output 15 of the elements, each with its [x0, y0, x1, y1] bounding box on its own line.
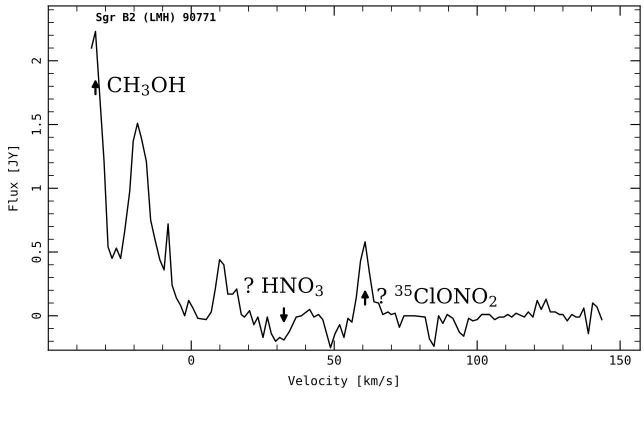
x-tick-label: 50	[328, 355, 341, 365]
x-tick-label: 150	[610, 355, 631, 365]
annotation: CH$_{3}$OH	[108, 76, 185, 96]
text: Sgr B2 (LMH) 90771	[96, 12, 216, 24]
y-tick-label: 2	[32, 58, 41, 64]
x-axis-title: Velocity [km/s]	[288, 376, 398, 388]
y-tick-label: 1.5	[32, 114, 42, 134]
y-tick-label: 1	[32, 185, 41, 191]
x-tick-label: 0	[188, 355, 194, 365]
annotation: ? HNO$_{3}$	[244, 277, 323, 296]
y-tick-label: 0	[32, 312, 42, 319]
x-tick-label: 100	[467, 355, 488, 365]
annotation: ? $^{35}$ClONO$_{2}$	[378, 284, 496, 307]
y-axis-title: Flux [JY]	[8, 147, 20, 211]
y-tick-label: 0.5	[32, 242, 42, 262]
